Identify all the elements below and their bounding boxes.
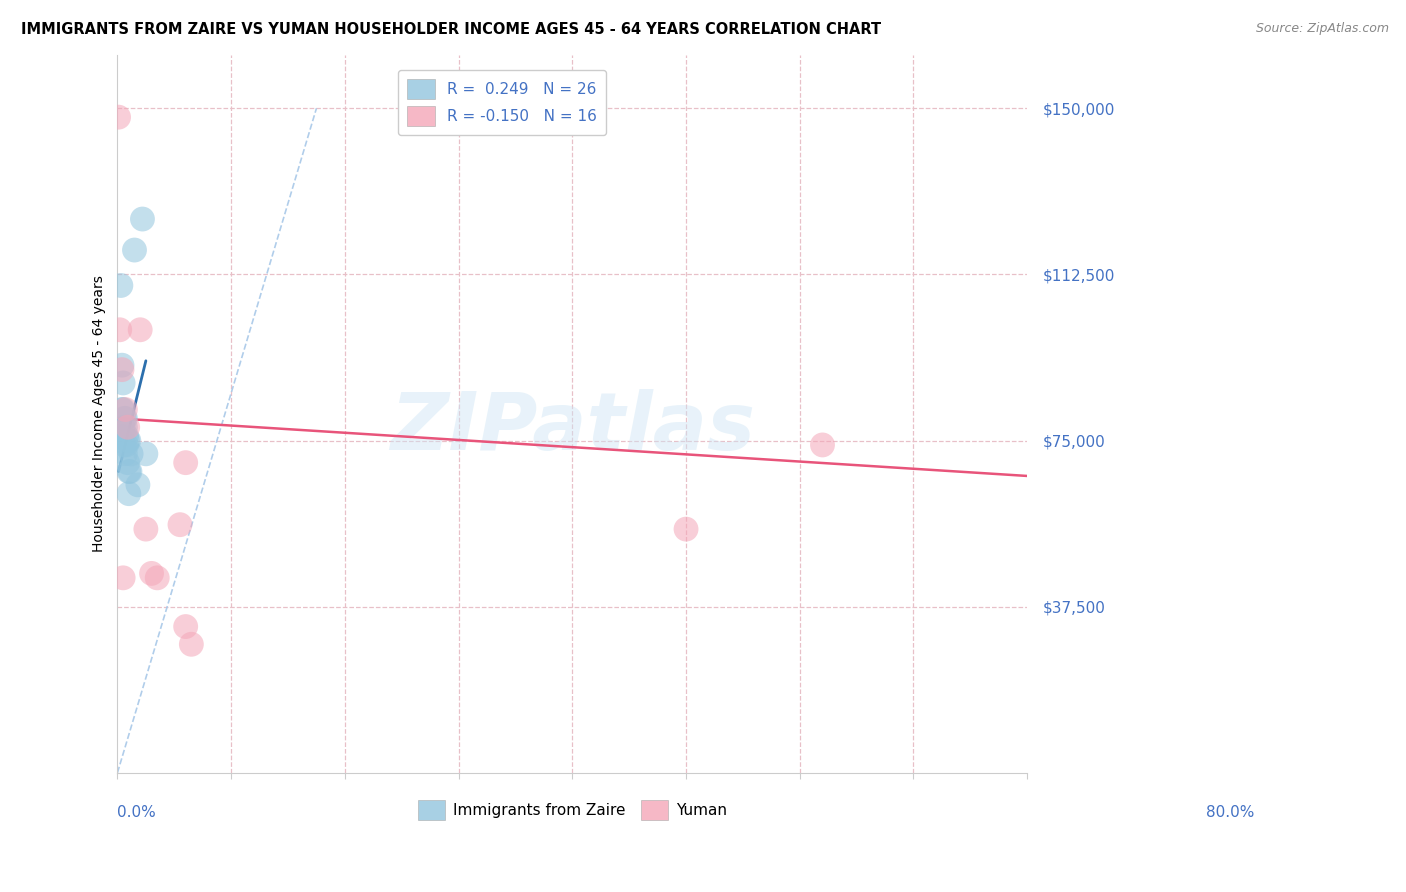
- Point: [114, 420, 136, 434]
- Point: [114, 447, 136, 461]
- Point: [131, 212, 153, 227]
- Point: [118, 434, 141, 448]
- Point: [110, 278, 132, 293]
- Point: [111, 402, 134, 417]
- Point: [169, 517, 191, 532]
- Point: [127, 478, 149, 492]
- Point: [811, 438, 834, 452]
- Point: [117, 456, 139, 470]
- Point: [117, 434, 139, 448]
- Point: [118, 465, 141, 479]
- Text: Source: ZipAtlas.com: Source: ZipAtlas.com: [1256, 22, 1389, 36]
- Point: [129, 323, 152, 337]
- Point: [114, 411, 136, 425]
- Point: [120, 447, 142, 461]
- Text: ZIPatlas: ZIPatlas: [389, 389, 755, 467]
- Point: [108, 429, 131, 443]
- Point: [174, 456, 197, 470]
- Point: [146, 571, 169, 585]
- Point: [112, 571, 135, 585]
- Point: [108, 323, 131, 337]
- Legend: Immigrants from Zaire, Yuman: Immigrants from Zaire, Yuman: [412, 794, 733, 826]
- Point: [174, 619, 197, 633]
- Point: [111, 362, 134, 376]
- Point: [107, 110, 129, 124]
- Point: [112, 438, 135, 452]
- Text: IMMIGRANTS FROM ZAIRE VS YUMAN HOUSEHOLDER INCOME AGES 45 - 64 YEARS CORRELATION: IMMIGRANTS FROM ZAIRE VS YUMAN HOUSEHOLD…: [21, 22, 882, 37]
- Point: [180, 637, 202, 651]
- Y-axis label: Householder Income Ages 45 - 64 years: Householder Income Ages 45 - 64 years: [93, 276, 107, 552]
- Point: [112, 411, 135, 425]
- Point: [141, 566, 163, 581]
- Text: 80.0%: 80.0%: [1206, 805, 1254, 820]
- Point: [112, 402, 135, 417]
- Point: [107, 434, 129, 448]
- Point: [124, 243, 146, 257]
- Point: [675, 522, 697, 536]
- Point: [117, 420, 139, 434]
- Text: 0.0%: 0.0%: [118, 805, 156, 820]
- Point: [114, 402, 136, 417]
- Point: [118, 486, 141, 500]
- Point: [115, 438, 138, 452]
- Point: [118, 465, 141, 479]
- Point: [112, 376, 135, 390]
- Point: [135, 522, 157, 536]
- Point: [111, 358, 134, 372]
- Point: [112, 420, 135, 434]
- Point: [135, 447, 157, 461]
- Point: [115, 429, 138, 443]
